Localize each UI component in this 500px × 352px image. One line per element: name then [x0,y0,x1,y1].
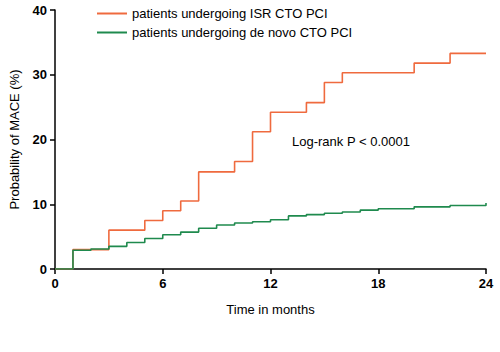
svg-text:6: 6 [159,276,166,291]
svg-text:40: 40 [33,3,47,18]
svg-text:30: 30 [33,67,47,82]
svg-text:patients undergoing ISR CTO PC: patients undergoing ISR CTO PCI [132,6,328,21]
svg-text:10: 10 [33,197,47,212]
svg-text:12: 12 [263,276,277,291]
svg-text:Log-rank P < 0.0001: Log-rank P < 0.0001 [292,134,410,149]
svg-text:24: 24 [479,276,494,291]
svg-text:0: 0 [40,262,47,277]
svg-text:20: 20 [33,132,47,147]
svg-text:patients undergoing de novo CT: patients undergoing de novo CTO PCI [132,25,352,40]
svg-text:Probability of MACE (%): Probability of MACE (%) [7,69,22,209]
svg-text:18: 18 [371,276,385,291]
svg-text:Time in months: Time in months [226,302,315,317]
svg-text:0: 0 [51,276,58,291]
